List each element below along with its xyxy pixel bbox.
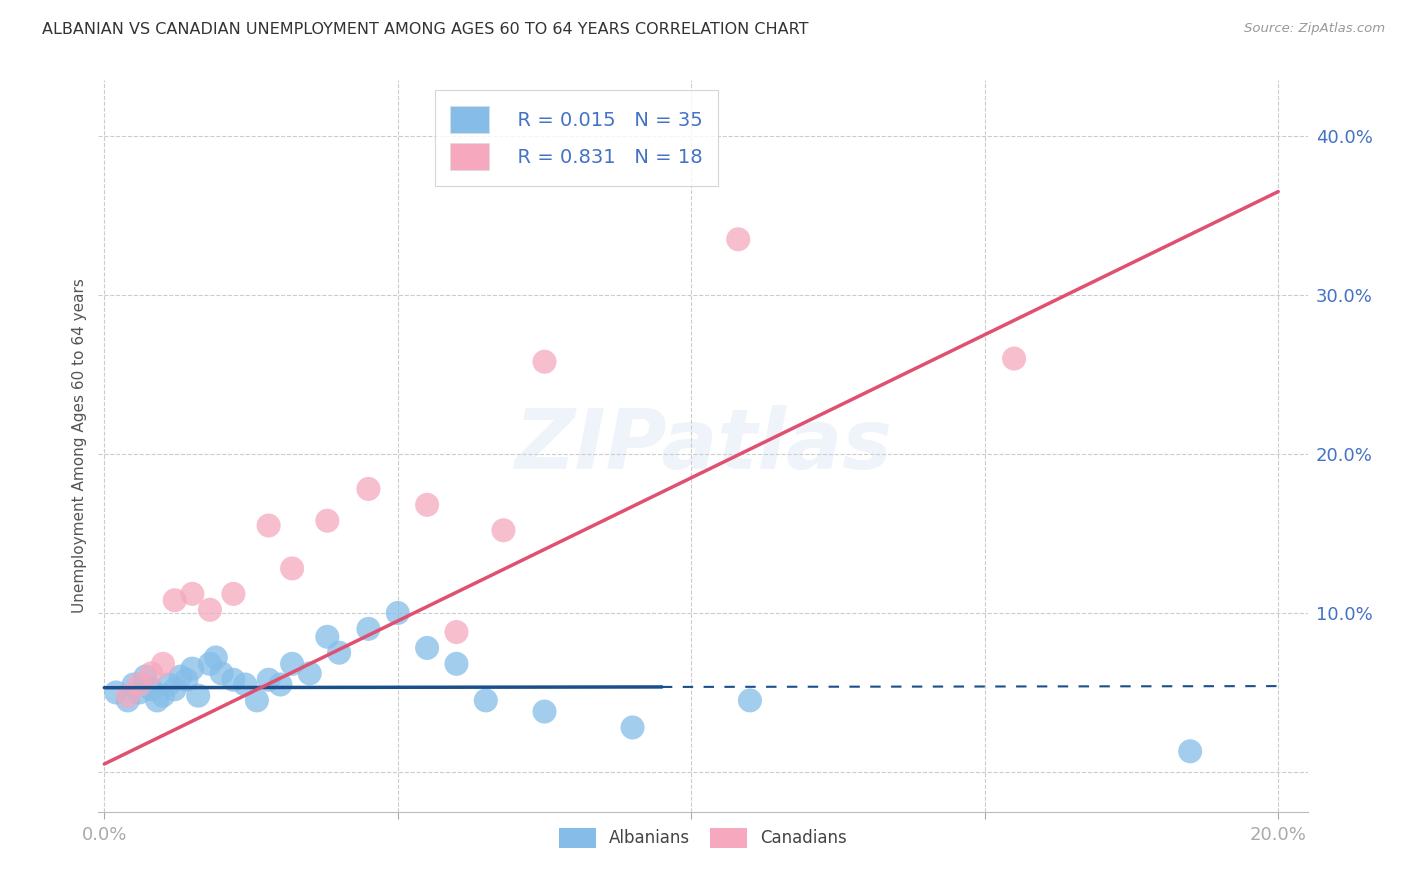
Point — [357, 622, 380, 636]
Point — [475, 693, 498, 707]
Point — [446, 657, 468, 671]
Point — [246, 693, 269, 707]
Point — [152, 657, 174, 671]
Point — [152, 689, 174, 703]
Point — [176, 673, 198, 687]
Y-axis label: Unemployment Among Ages 60 to 64 years: Unemployment Among Ages 60 to 64 years — [72, 278, 87, 614]
Point — [416, 640, 439, 655]
Point — [492, 523, 515, 537]
Point — [316, 630, 339, 644]
Point — [122, 677, 145, 691]
Point — [387, 606, 409, 620]
Point — [222, 587, 245, 601]
Point — [198, 603, 221, 617]
Point — [163, 682, 186, 697]
Point — [298, 666, 321, 681]
Text: ALBANIAN VS CANADIAN UNEMPLOYMENT AMONG AGES 60 TO 64 YEARS CORRELATION CHART: ALBANIAN VS CANADIAN UNEMPLOYMENT AMONG … — [42, 22, 808, 37]
Point — [198, 657, 221, 671]
Point — [204, 650, 226, 665]
Point — [1180, 744, 1202, 758]
Point — [163, 593, 186, 607]
Point — [128, 685, 150, 699]
Point — [157, 677, 180, 691]
Point — [117, 693, 139, 707]
Legend: Albanians, Canadians: Albanians, Canadians — [553, 821, 853, 855]
Point — [533, 705, 555, 719]
Point — [281, 657, 304, 671]
Point — [222, 673, 245, 687]
Point — [134, 669, 156, 683]
Point — [621, 721, 644, 735]
Point — [446, 625, 468, 640]
Point — [169, 669, 191, 683]
Point — [128, 677, 150, 691]
Point — [281, 561, 304, 575]
Point — [117, 689, 139, 703]
Point — [181, 587, 204, 601]
Point — [105, 685, 128, 699]
Point — [257, 673, 280, 687]
Point — [146, 693, 169, 707]
Point — [187, 689, 209, 703]
Point — [328, 646, 350, 660]
Point — [233, 677, 256, 691]
Point — [211, 666, 233, 681]
Point — [533, 355, 555, 369]
Point — [1002, 351, 1025, 366]
Point — [141, 666, 163, 681]
Point — [257, 518, 280, 533]
Point — [357, 482, 380, 496]
Text: ZIPatlas: ZIPatlas — [515, 406, 891, 486]
Point — [727, 232, 749, 246]
Point — [269, 677, 291, 691]
Point — [316, 514, 339, 528]
Text: Source: ZipAtlas.com: Source: ZipAtlas.com — [1244, 22, 1385, 36]
Point — [738, 693, 761, 707]
Point — [141, 682, 163, 697]
Point — [181, 662, 204, 676]
Point — [416, 498, 439, 512]
